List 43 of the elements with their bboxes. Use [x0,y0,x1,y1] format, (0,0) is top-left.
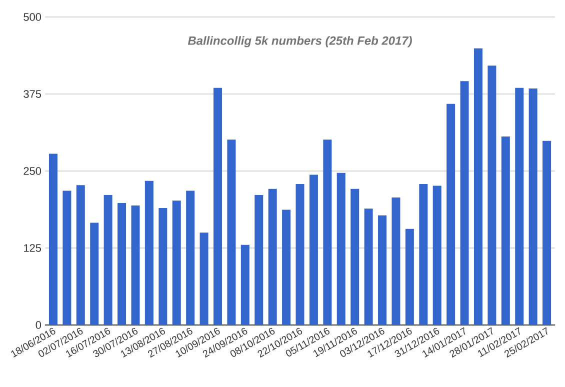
bar [350,188,360,325]
bar [446,104,456,325]
y-tick-label: 500 [24,13,42,21]
bar [309,174,318,325]
bar [419,184,428,325]
bar [268,188,277,325]
bar [76,185,85,325]
bar [323,140,332,325]
bar [227,140,236,325]
bar [118,203,126,325]
bar [392,197,400,325]
y-tick-label: 250 [24,167,42,175]
bar [144,180,154,325]
bar [186,190,195,325]
bar [336,172,346,325]
bar [515,88,524,325]
bar [460,81,469,325]
bar [172,200,181,325]
y-tick-label: 125 [24,244,42,252]
bar [405,228,414,325]
bar [282,210,291,325]
bar [364,208,373,325]
bar [104,195,112,325]
bar [48,154,58,325]
bar [296,184,304,325]
bar [501,136,510,325]
bar [378,215,387,325]
y-tick-label: 375 [24,90,42,98]
bar [432,186,442,325]
bar [240,244,250,325]
bar [528,88,538,325]
y-tick-label: 0 [36,321,42,329]
bar [131,205,140,325]
bar [488,66,496,325]
bar [213,88,222,325]
bar [90,222,99,325]
text: Ballincollig 5k numbers (25th Feb 2017) [188,36,412,48]
bar [474,48,482,325]
bar [200,232,208,325]
bar [254,195,264,325]
bar [542,140,552,325]
bar [158,208,168,325]
bar [62,190,72,325]
